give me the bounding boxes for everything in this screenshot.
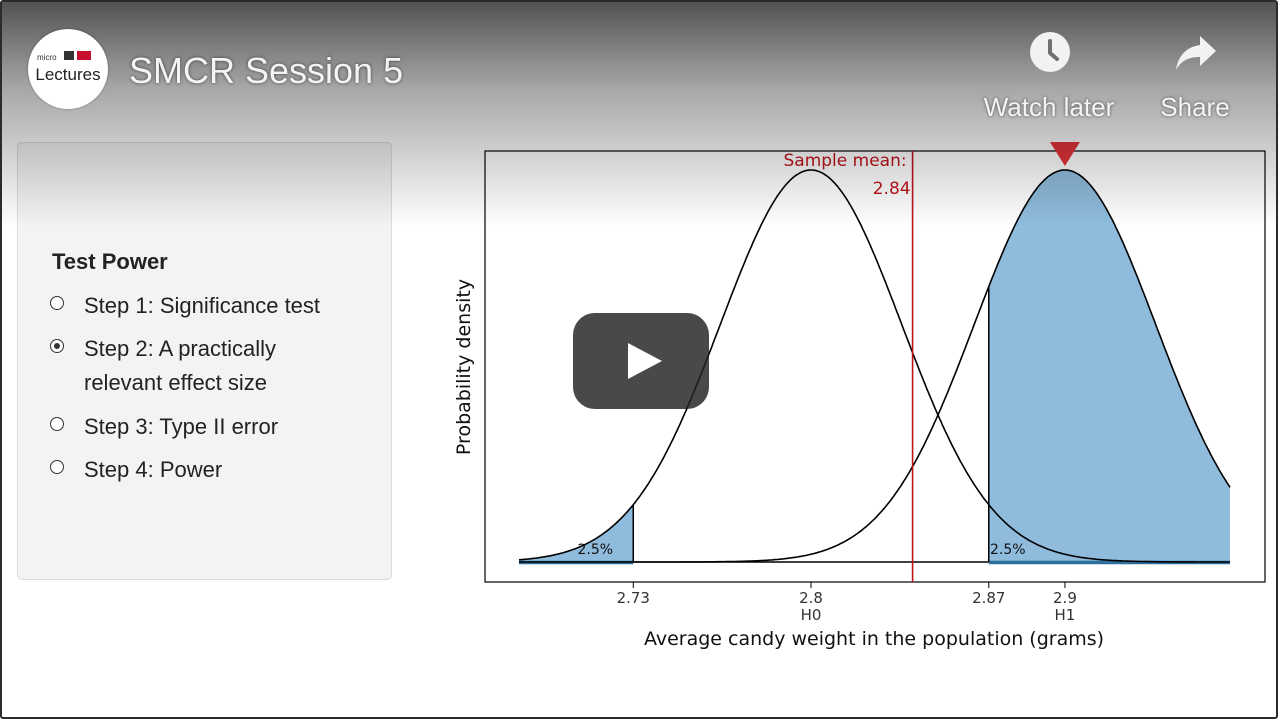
- arrow-head-icon: [1049, 142, 1080, 166]
- step-4-label: Step 4: Power: [84, 457, 223, 482]
- step-1-label: Step 1: Significance test: [84, 293, 321, 318]
- x-tick-sublabel-2: H0: [801, 606, 822, 624]
- x-axis-label: Average candy weight in the population (…: [644, 628, 1104, 650]
- step-2-radio[interactable]: [50, 339, 64, 353]
- panel-title: Test Power: [52, 249, 168, 274]
- video-title[interactable]: SMCR Session 5: [129, 50, 404, 91]
- logo-mark-icon: [64, 51, 74, 60]
- tail-area-1: [519, 504, 634, 562]
- logo-flag-icon: [77, 51, 91, 60]
- x-tick-label-2: 2.8: [799, 589, 823, 607]
- logo-micro-text: micro: [37, 53, 57, 62]
- density-curve-h0: [518, 169, 1230, 563]
- sample-mean-value: 2.84: [873, 179, 911, 199]
- x-tick-label-1: 2.73: [617, 589, 650, 607]
- step-3[interactable]: Step 3: Type II error: [50, 410, 344, 444]
- share-arrow-icon: [1176, 36, 1216, 70]
- step-2-label: Step 2: A practically relevant effect si…: [84, 336, 276, 395]
- step-4-radio[interactable]: [50, 460, 64, 474]
- step-4[interactable]: Step 4: Power: [50, 453, 344, 487]
- play-icon: [628, 343, 662, 379]
- step-2[interactable]: Step 2: A practically relevant effect si…: [50, 332, 344, 400]
- step-3-label: Step 3: Type II error: [84, 414, 279, 439]
- watch-later-label: Watch later: [983, 92, 1115, 122]
- step-3-radio[interactable]: [50, 417, 64, 431]
- sample-mean-label: Sample mean:: [783, 151, 906, 171]
- play-button[interactable]: [573, 313, 709, 409]
- channel-logo[interactable]: micro Lectures: [28, 29, 108, 109]
- clock-icon: [1030, 32, 1070, 72]
- tail-percent-label-2: 2.5%: [990, 542, 1026, 558]
- y-axis-label: Probability density: [453, 279, 475, 455]
- tail-area-2: [988, 170, 1230, 562]
- x-tick-label-4: 2.9: [1053, 589, 1077, 607]
- power-chart: 2.5% 2.5% Sample mean: 2.84 2.73 2.8H0 2.87 2.…: [453, 142, 1266, 650]
- steps-panel: Test Power Step 1: Significance test Ste…: [17, 142, 392, 580]
- tail-percent-label-1: 2.5%: [577, 542, 613, 558]
- x-tick-sublabel-4: H1: [1055, 606, 1076, 624]
- step-1-radio[interactable]: [50, 296, 64, 310]
- x-tick-label-3: 2.87: [972, 589, 1005, 607]
- logo-text: Lectures: [35, 65, 101, 84]
- step-1[interactable]: Step 1: Significance test: [50, 289, 344, 323]
- share-label: Share: [1160, 92, 1230, 122]
